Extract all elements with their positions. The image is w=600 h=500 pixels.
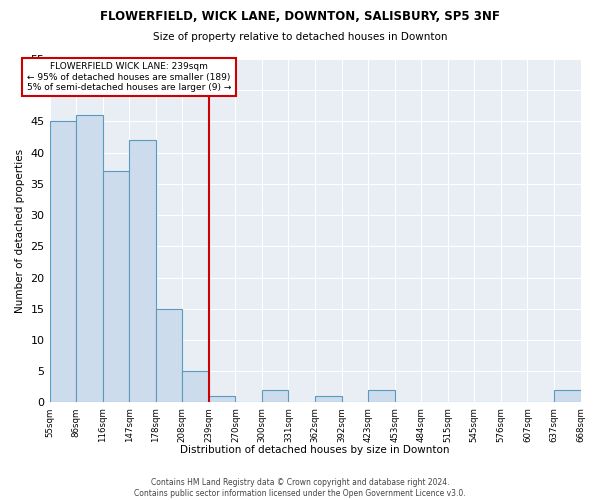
- Text: FLOWERFIELD WICK LANE: 239sqm
← 95% of detached houses are smaller (189)
5% of s: FLOWERFIELD WICK LANE: 239sqm ← 95% of d…: [27, 62, 232, 92]
- Y-axis label: Number of detached properties: Number of detached properties: [15, 148, 25, 313]
- X-axis label: Distribution of detached houses by size in Downton: Distribution of detached houses by size …: [180, 445, 450, 455]
- Bar: [103, 172, 129, 402]
- Bar: [129, 140, 156, 402]
- Bar: [315, 396, 341, 402]
- Bar: [76, 115, 103, 403]
- Bar: [368, 390, 395, 402]
- Bar: [209, 396, 235, 402]
- Text: Contains HM Land Registry data © Crown copyright and database right 2024.
Contai: Contains HM Land Registry data © Crown c…: [134, 478, 466, 498]
- Bar: [262, 390, 289, 402]
- Bar: [182, 372, 209, 402]
- Text: FLOWERFIELD, WICK LANE, DOWNTON, SALISBURY, SP5 3NF: FLOWERFIELD, WICK LANE, DOWNTON, SALISBU…: [100, 10, 500, 23]
- Bar: [156, 309, 182, 402]
- Bar: [50, 122, 76, 402]
- Text: Size of property relative to detached houses in Downton: Size of property relative to detached ho…: [153, 32, 447, 42]
- Bar: [554, 390, 581, 402]
